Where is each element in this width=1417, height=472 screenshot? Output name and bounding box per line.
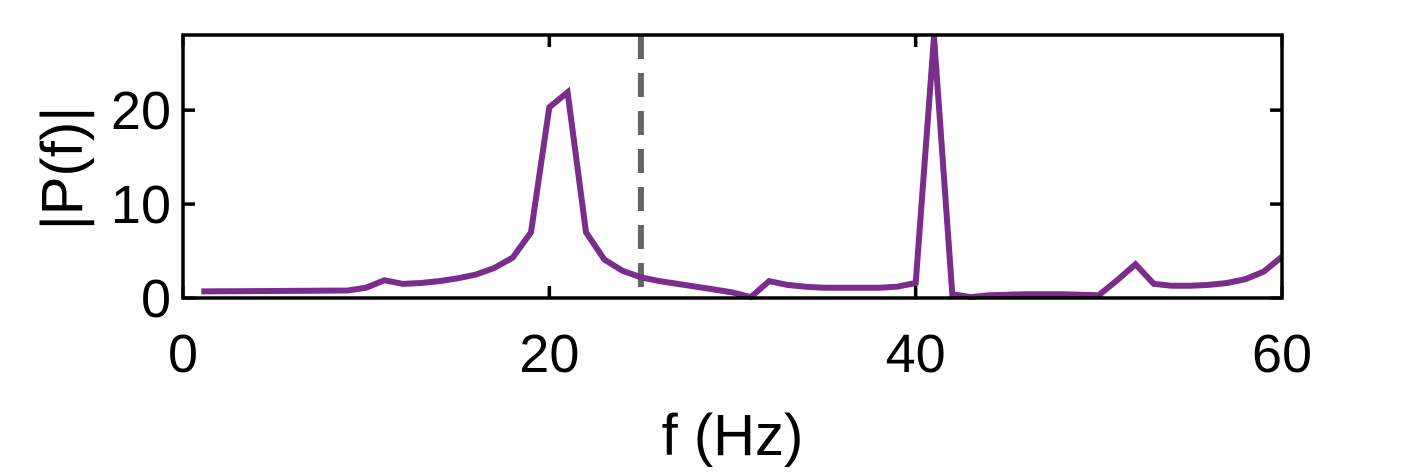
series-line-0 bbox=[201, 36, 1284, 301]
x-tick-label-60: 60 bbox=[1252, 324, 1312, 384]
x-tick-label-0: 0 bbox=[168, 324, 198, 384]
x-tick-label-20: 20 bbox=[519, 324, 579, 384]
y-tick-label-0: 0 bbox=[141, 269, 171, 329]
y-tick-label-10: 10 bbox=[111, 175, 171, 235]
plot-frame bbox=[181, 33, 1284, 300]
y-tick-label-20: 20 bbox=[111, 81, 171, 141]
x-axis-label: f (Hz) bbox=[662, 403, 804, 468]
x-tick-label-40: 40 bbox=[886, 324, 946, 384]
y-axis-label: |P(f)| bbox=[30, 107, 95, 231]
